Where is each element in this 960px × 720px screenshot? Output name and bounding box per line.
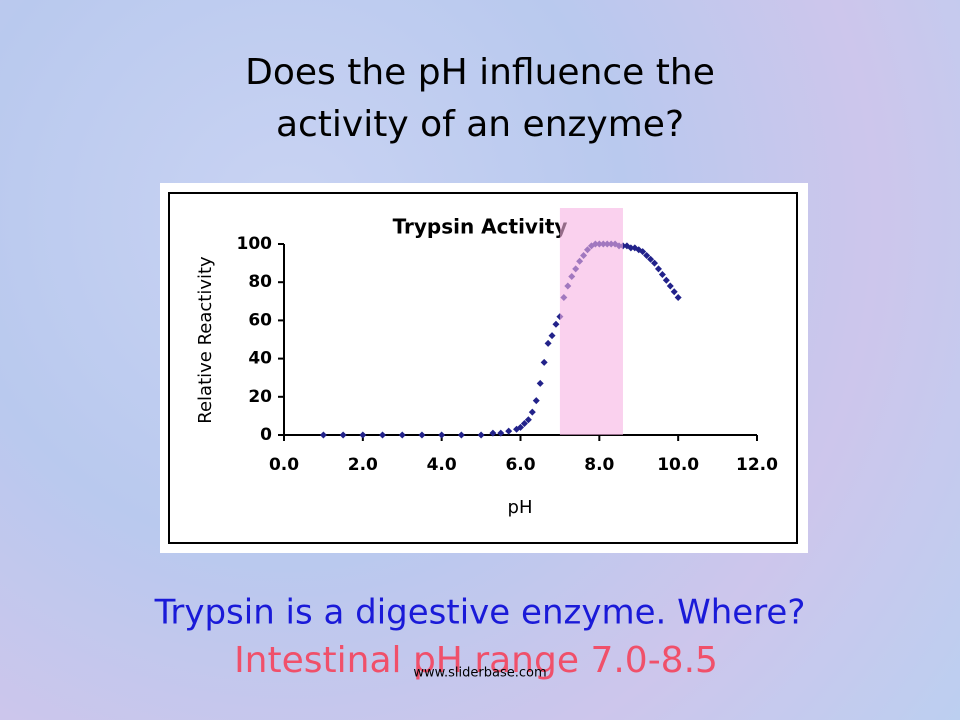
x-tick-label: 0.0 [269, 455, 299, 475]
plot: 0 20 40 60 80 100 0.0 2.0 4.0 6.0 8.0 10.0 12.0 [237, 208, 778, 475]
point [505, 427, 513, 435]
point [489, 429, 497, 437]
y-tick-label: 80 [248, 272, 272, 292]
point [520, 420, 528, 428]
point [662, 276, 670, 284]
point [457, 431, 465, 439]
point [497, 429, 505, 437]
y-tick-label: 20 [248, 387, 272, 407]
point [517, 423, 524, 431]
y-tick-label: 100 [237, 234, 273, 254]
answer: Intestinal pH range 7.0-8.5 [234, 640, 718, 681]
point [536, 379, 544, 387]
point [398, 431, 406, 439]
point [477, 431, 485, 439]
point [418, 431, 426, 439]
point [524, 416, 532, 424]
y-tick-label: 40 [248, 349, 272, 369]
point [319, 431, 327, 439]
point [552, 320, 560, 328]
x-tick-label: 12.0 [736, 455, 778, 475]
point [540, 358, 548, 366]
slide-title: activity of an enzyme? [276, 104, 684, 145]
point [528, 408, 536, 416]
question: Trypsin is a digestive enzyme. Where? [154, 593, 806, 633]
chart-frame [168, 192, 798, 544]
point [627, 244, 635, 252]
y-tick-label: 0 [260, 425, 272, 445]
point [532, 397, 540, 405]
watermark: www.sliderbase.com [413, 666, 546, 681]
point [654, 265, 662, 273]
point [548, 332, 556, 340]
y-tick-label: 60 [248, 310, 272, 330]
point [643, 251, 651, 259]
point [647, 255, 655, 263]
x-axis-label: pH [508, 497, 533, 518]
point [666, 282, 674, 290]
point [359, 431, 367, 439]
point [339, 431, 347, 439]
point [658, 271, 666, 279]
point [379, 431, 387, 439]
chart-background [160, 183, 808, 553]
x-tick-label: 10.0 [657, 455, 699, 475]
point [674, 293, 682, 301]
chart-title: Trypsin Activity [393, 215, 568, 239]
x-tick-label: 4.0 [427, 455, 457, 475]
point [438, 431, 446, 439]
slide-title: Does the pH influence the [245, 52, 715, 93]
point [651, 259, 659, 267]
point [639, 248, 647, 256]
x-tick-label: 2.0 [348, 455, 378, 475]
x-tick-label: 8.0 [584, 455, 614, 475]
ph-band [559, 208, 623, 435]
point [670, 288, 678, 296]
point [544, 339, 552, 347]
x-tick-label: 6.0 [505, 455, 535, 475]
y-axis-label: Relative Reactivity [195, 256, 216, 424]
